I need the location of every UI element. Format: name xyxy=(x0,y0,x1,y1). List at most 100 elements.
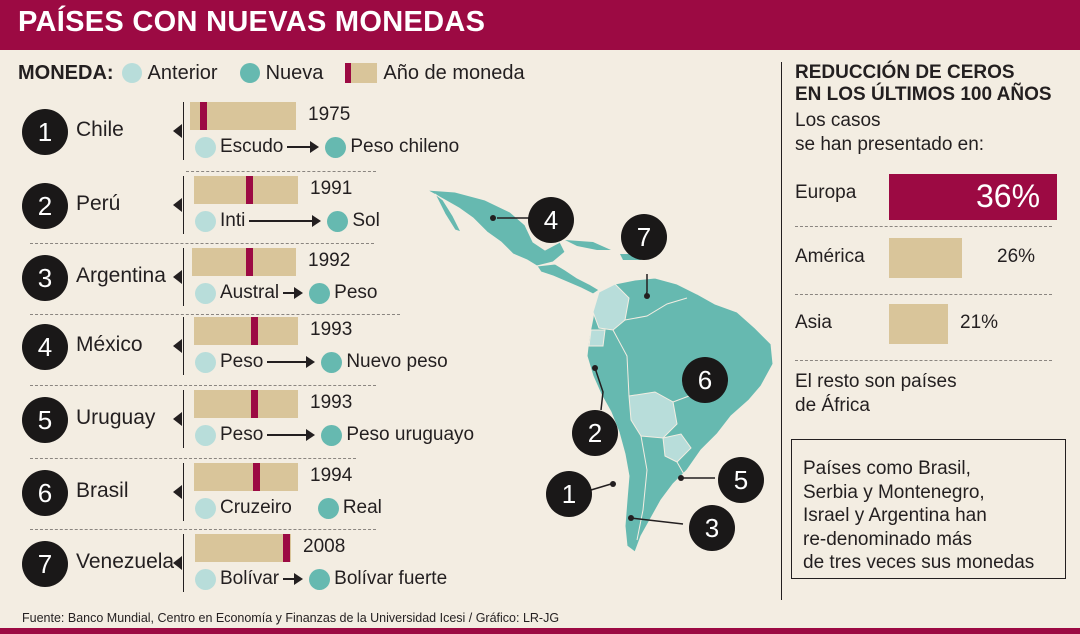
row-separator xyxy=(30,385,376,386)
legend-item-old: Anterior xyxy=(121,62,218,85)
year-bar xyxy=(190,102,296,130)
rest-note: El resto son países de África xyxy=(795,370,957,418)
box-line-3: Israel y Argentina han xyxy=(803,505,987,526)
legend-item-year: Año de moneda xyxy=(345,61,525,85)
row-number-badge: 6 xyxy=(22,470,68,516)
reduction-title-line1: REDUCCIÓN DE CEROS xyxy=(795,62,1015,83)
map-central-america xyxy=(536,263,600,295)
new-currency-dot-icon xyxy=(309,568,331,590)
old-currency-name: Cruzeiro xyxy=(220,497,292,518)
arrow-right-icon xyxy=(267,356,316,368)
currency-year: 1994 xyxy=(310,465,353,486)
region-separator xyxy=(795,294,1052,295)
new-currency-name: Peso chileno xyxy=(350,136,460,157)
year-bar-icon xyxy=(345,63,378,83)
map-marker-3: 3 xyxy=(689,505,735,551)
map-marker-7: 7 xyxy=(621,214,667,260)
currency-year: 1993 xyxy=(310,319,353,340)
new-currency-dot-icon xyxy=(239,63,260,83)
reduction-subtitle-line2: se han presentado en: xyxy=(795,134,985,155)
map-baja xyxy=(434,193,462,233)
year-bar xyxy=(194,176,298,204)
map-colombia xyxy=(592,283,630,331)
bracket-pointer-icon xyxy=(173,317,195,375)
row-separator xyxy=(30,458,356,459)
new-currency-name: Real xyxy=(342,497,382,518)
row-separator xyxy=(30,243,374,244)
currency-row: 6 Brasil 1994 Cruzeiro Real xyxy=(20,459,390,529)
currency-change: Bolívar Bolívar fuerte xyxy=(195,566,447,592)
currency-year: 2008 xyxy=(303,536,346,557)
map-cuba xyxy=(565,240,611,250)
region-separator xyxy=(795,226,1052,227)
row-number-badge: 3 xyxy=(22,255,68,301)
new-currency-name: Bolívar fuerte xyxy=(334,568,448,589)
box-line-4: re-denominado más xyxy=(803,528,972,550)
box-line-2: Serbia y Montenegro, xyxy=(803,481,985,503)
currency-row: 7 Venezuela 2008 Bolívar Bolívar fuerte xyxy=(20,530,447,600)
new-currency-name: Nuevo peso xyxy=(346,351,448,372)
region-bar xyxy=(889,238,962,278)
country-name: Argentina xyxy=(76,264,166,287)
divider-vertical xyxy=(781,62,782,600)
row-separator xyxy=(30,529,376,530)
new-currency-dot-icon xyxy=(325,136,347,158)
currency-row: 3 Argentina 1992 Austral Peso xyxy=(20,244,390,314)
arrow-right-icon xyxy=(283,287,304,299)
old-currency-dot-icon xyxy=(195,136,216,158)
country-name: Brasil xyxy=(76,479,129,502)
old-currency-name: Austral xyxy=(220,282,280,303)
arrow-right-icon xyxy=(249,215,322,227)
old-currency-dot-icon xyxy=(121,63,142,83)
region-bar xyxy=(889,304,948,344)
country-name: Uruguay xyxy=(76,406,156,429)
year-marker xyxy=(253,463,261,491)
row-separator xyxy=(186,171,376,172)
footer-bar xyxy=(0,628,1080,634)
old-currency-dot-icon xyxy=(195,497,216,519)
map-paraguay xyxy=(662,433,692,463)
new-currency-name: Peso uruguayo xyxy=(346,424,475,445)
currency-change: Peso Peso uruguayo xyxy=(195,422,474,448)
region-percent: 26% xyxy=(997,246,1036,267)
country-name: México xyxy=(76,333,143,356)
bracket-pointer-icon xyxy=(173,534,195,592)
old-currency-name: Escudo xyxy=(220,136,284,157)
new-currency-dot-icon xyxy=(327,210,349,232)
reduction-subtitle: Los casos se han presentado en: xyxy=(795,109,984,157)
old-currency-name: Peso xyxy=(220,424,264,445)
map-marker-1: 1 xyxy=(546,471,592,517)
map-south-america xyxy=(586,277,774,553)
legend-year-label: Año de moneda xyxy=(383,61,525,84)
reduction-subtitle-line1: Los casos xyxy=(795,110,881,131)
currency-change: Inti Sol xyxy=(195,208,380,234)
currency-change: Peso Nuevo peso xyxy=(195,349,448,375)
bracket-pointer-icon xyxy=(173,390,195,448)
bracket-pointer-icon xyxy=(173,176,195,234)
country-name: Venezuela xyxy=(76,550,175,573)
new-currency-dot-icon xyxy=(321,424,343,446)
legend-new-label: Nueva xyxy=(265,61,324,84)
bracket-pointer-icon xyxy=(173,248,195,306)
old-currency-dot-icon xyxy=(195,351,216,373)
new-currency-name: Sol xyxy=(352,210,380,231)
year-marker xyxy=(250,317,258,345)
year-marker xyxy=(283,534,291,562)
year-marker xyxy=(250,390,258,418)
old-currency-dot-icon xyxy=(195,424,216,446)
old-currency-name: Bolívar xyxy=(220,568,280,589)
row-number-badge: 4 xyxy=(22,324,68,370)
map-marker-4: 4 xyxy=(528,197,574,243)
year-marker xyxy=(200,102,208,130)
rest-note-line2: de África xyxy=(795,395,870,416)
currency-row: 2 Perú 1991 Inti Sol xyxy=(20,172,390,242)
map-marker-5: 5 xyxy=(718,457,764,503)
region-percent: 21% xyxy=(960,312,999,333)
old-currency-dot-icon xyxy=(195,282,216,304)
currency-year: 1993 xyxy=(310,392,353,413)
region-label: América xyxy=(795,246,865,267)
old-currency-name: Inti xyxy=(220,210,246,231)
legend: MONEDA: Anterior Nueva Año de moneda xyxy=(18,60,547,86)
year-marker xyxy=(246,248,254,276)
year-bar xyxy=(192,248,296,276)
